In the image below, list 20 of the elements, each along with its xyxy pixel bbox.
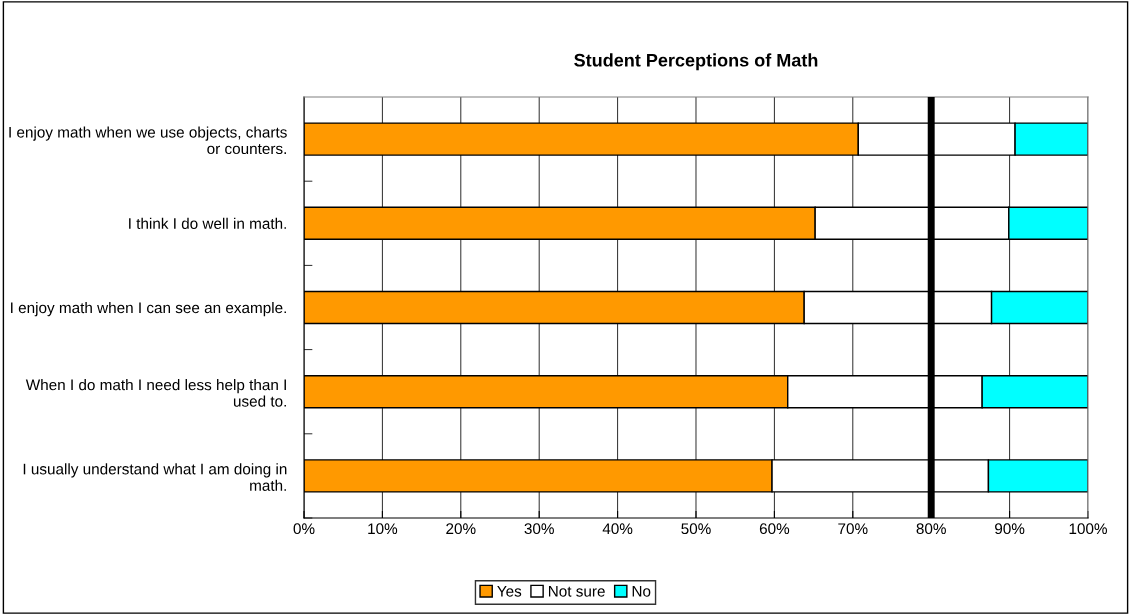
y-tick-label: I enjoy math when I can see an example.	[11, 301, 286, 317]
y-tick-label: I usually understand what I am doing in math.	[23, 463, 287, 491]
y-tick-label: I enjoy math when we use objects, charts or counters.	[9, 126, 287, 155]
x-tick-label: 40%	[602, 523, 633, 535]
legend-label: Not sure	[548, 586, 605, 597]
x-tick-label: 20%	[446, 523, 476, 535]
y-tick-label: I think I do well in math.	[129, 217, 286, 229]
x-tick-label: 80%	[916, 523, 946, 535]
x-tick-label: 0%	[293, 523, 315, 535]
chart-title: Student Perceptions of Math	[574, 53, 818, 71]
legend-label: Yes	[497, 586, 522, 597]
x-tick-label: 30%	[524, 523, 554, 535]
x-tick-label: 10%	[368, 523, 398, 535]
x-tick-label: 100%	[1069, 523, 1107, 535]
legend-label: No	[632, 586, 651, 597]
y-tick-label: When I do math I need less help than I used to.	[25, 379, 286, 407]
x-tick-label: 60%	[759, 523, 790, 535]
x-tick-label: 50%	[681, 523, 711, 535]
x-tick-label: 70%	[838, 523, 868, 535]
x-tick-label: 90%	[995, 523, 1025, 535]
